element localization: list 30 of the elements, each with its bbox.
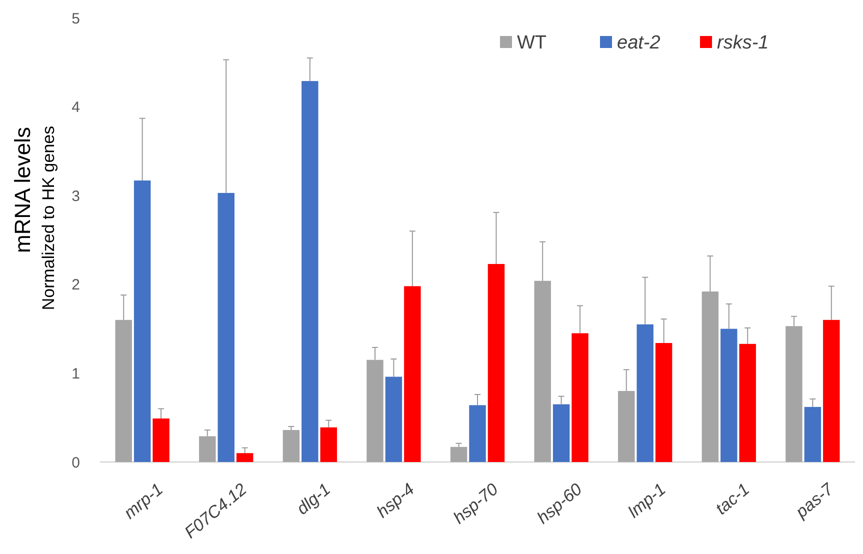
bar — [302, 81, 318, 462]
bar — [804, 406, 822, 462]
bar — [636, 324, 654, 462]
bar — [552, 404, 570, 462]
bar — [469, 405, 486, 462]
y-tick-label: 1 — [72, 365, 80, 382]
bar — [450, 446, 468, 462]
bar — [385, 376, 402, 462]
bar — [739, 344, 756, 462]
bar — [488, 264, 505, 462]
y-tick-label: 2 — [72, 276, 80, 294]
bar — [134, 180, 151, 462]
bar — [655, 343, 672, 462]
y-tick-label: 5 — [72, 10, 80, 28]
bar — [320, 427, 337, 462]
bar — [572, 333, 588, 462]
bar — [236, 453, 254, 462]
bar — [152, 418, 170, 462]
y-tick-label: 4 — [72, 99, 80, 116]
y-tick-label: 3 — [72, 188, 80, 205]
bar — [404, 286, 421, 462]
bar — [218, 192, 234, 462]
legend-label: WT — [517, 32, 547, 54]
bar — [720, 328, 738, 462]
legend-label: eat-2 — [617, 32, 661, 54]
bar — [823, 320, 840, 462]
y-tick-label: 0 — [72, 454, 80, 472]
bar — [282, 430, 300, 462]
legend-label: rsks-1 — [717, 32, 769, 54]
y-axis-title: mRNA levels Normalized to HK genes — [10, 126, 58, 310]
